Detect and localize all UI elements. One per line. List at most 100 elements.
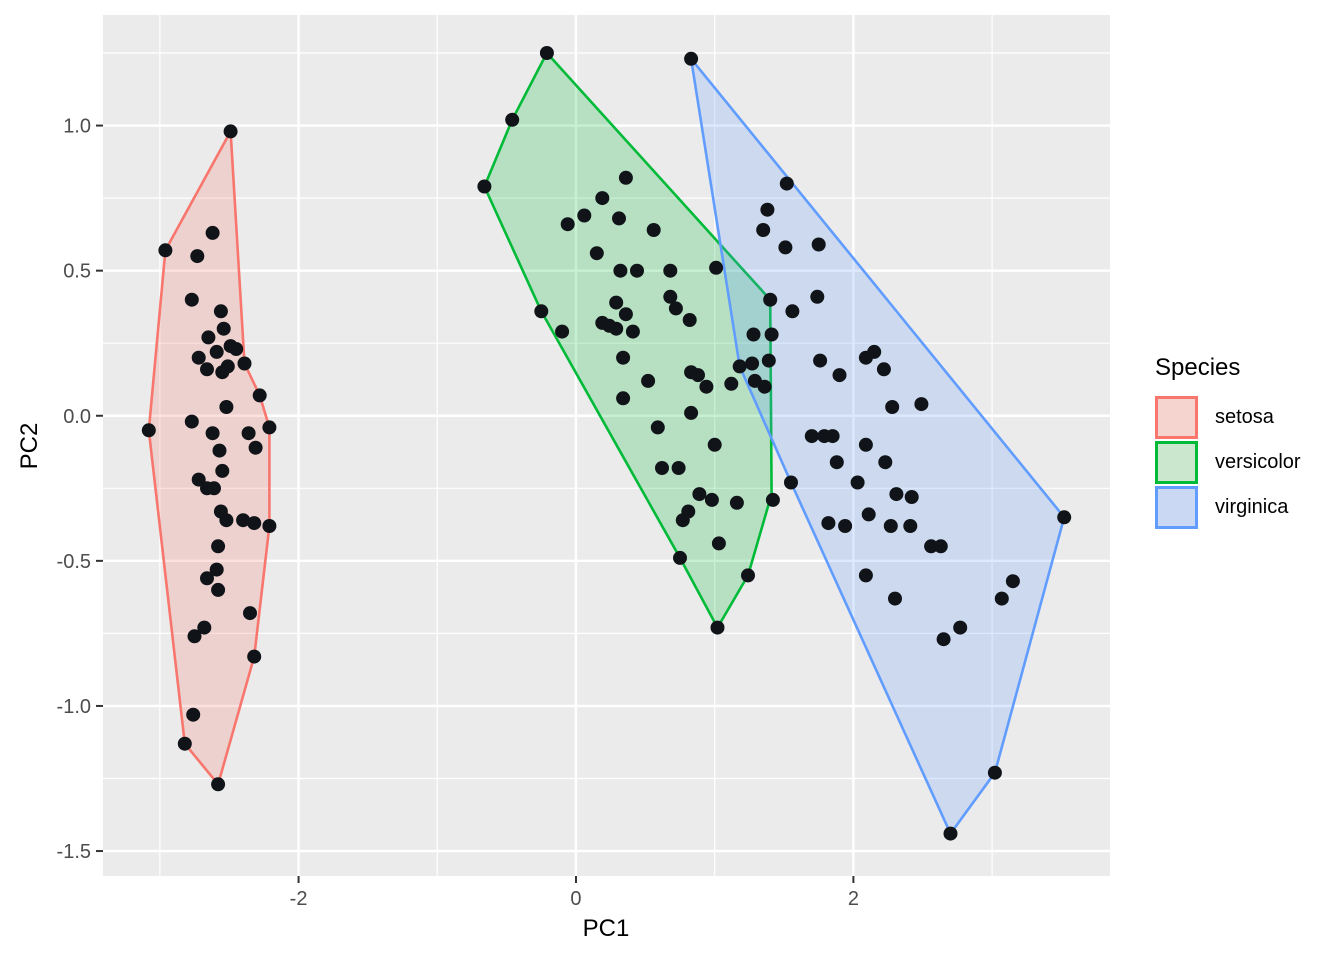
data-point-virginica [813, 353, 828, 368]
data-point-setosa [209, 344, 224, 359]
data-point-virginica [756, 223, 771, 237]
legend-title: Species [1155, 354, 1241, 381]
data-point-setosa [190, 249, 205, 264]
legend-item-setosa: setosa [1155, 396, 1301, 439]
data-point-virginica [821, 516, 836, 531]
data-point-versicolor [560, 217, 575, 232]
data-point-versicolor [710, 620, 725, 635]
legend-key-virginica [1155, 486, 1198, 529]
data-point-virginica [867, 344, 882, 359]
data-point-setosa [191, 350, 206, 365]
data-point-virginica [987, 765, 1002, 780]
data-point-versicolor [704, 492, 719, 507]
data-point-versicolor [589, 246, 604, 261]
legend-label-versicolor: versicolor [1215, 451, 1301, 473]
data-point-virginica [732, 359, 747, 374]
legend-key-setosa [1155, 396, 1198, 439]
data-point-setosa [223, 124, 238, 139]
data-point-versicolor [692, 487, 707, 502]
legend-key-versicolor [1155, 441, 1198, 484]
data-point-virginica [757, 379, 772, 394]
data-point-versicolor [616, 350, 631, 365]
data-point-setosa [205, 225, 220, 240]
hull-versicolor [483, 51, 773, 629]
data-point-virginica [1005, 574, 1020, 589]
major-gridlines [103, 15, 1110, 876]
data-point-setosa [209, 562, 224, 577]
data-point-setosa [184, 414, 199, 429]
data-point-versicolor [534, 304, 549, 319]
data-point-virginica [811, 237, 826, 252]
data-point-versicolor [618, 170, 633, 185]
data-point-setosa [219, 513, 234, 528]
data-point-setosa [187, 629, 202, 644]
data-point-virginica [885, 400, 900, 414]
data-point-versicolor [505, 112, 520, 127]
data-point-setosa [219, 400, 234, 414]
data-point-versicolor [477, 179, 492, 194]
data-point-virginica [903, 519, 918, 533]
data-point-versicolor [650, 420, 665, 435]
legend-item-virginica: virginica [1155, 486, 1301, 529]
data-point-versicolor [707, 437, 722, 452]
data-point-setosa [220, 359, 235, 374]
x-axis-title: PC1 [582, 915, 630, 942]
panel-background [103, 15, 1110, 876]
legend: Species setosa versicolor virginica [1155, 354, 1301, 531]
data-point-virginica [914, 397, 929, 412]
data-point-versicolor [609, 321, 624, 336]
legend-label-virginica: virginica [1215, 496, 1289, 518]
svg-text:0.0: 0.0 [63, 406, 91, 428]
data-point-versicolor [675, 513, 690, 528]
data-point-versicolor [673, 550, 687, 565]
data-point-versicolor [699, 379, 714, 394]
data-point-versicolor [609, 295, 624, 310]
data-point-setosa [201, 330, 216, 345]
data-point-versicolor [618, 307, 633, 322]
data-point-versicolor [682, 313, 697, 327]
data-point-versicolor [655, 461, 669, 475]
data-point-virginica [745, 356, 760, 371]
data-point-versicolor [663, 263, 678, 278]
svg-text:-1.0: -1.0 [57, 696, 91, 718]
data-point-versicolor [691, 368, 705, 383]
data-point-virginica [832, 368, 847, 383]
data-point-setosa [252, 388, 267, 403]
data-point-setosa [200, 571, 214, 586]
data-point-versicolor [724, 376, 739, 391]
data-point-versicolor [729, 495, 744, 510]
data-point-versicolor [613, 263, 628, 278]
data-point-virginica [829, 455, 844, 470]
data-point-setosa [211, 777, 226, 792]
data-point-virginica [838, 519, 853, 533]
data-point-virginica [761, 353, 776, 368]
data-point-setosa [191, 472, 206, 487]
data-point-virginica [760, 202, 775, 217]
data-point-setosa [241, 426, 256, 441]
data-point-versicolor [764, 327, 779, 342]
data-point-setosa [211, 539, 226, 554]
data-point-setosa [243, 606, 257, 621]
data-point-virginica [858, 437, 873, 452]
data-point-versicolor [684, 405, 699, 420]
points-setosa [141, 124, 277, 792]
data-point-versicolor [612, 211, 626, 226]
data-point-setosa [205, 426, 220, 441]
data-point-virginica [883, 519, 898, 533]
data-point-versicolor [577, 208, 592, 223]
data-point-virginica [936, 632, 951, 647]
data-point-versicolor [765, 492, 780, 507]
svg-text:0: 0 [570, 888, 581, 910]
data-point-virginica [785, 304, 800, 319]
data-point-virginica [825, 429, 840, 444]
data-point-virginica [1057, 510, 1072, 525]
data-point-virginica [889, 487, 904, 502]
data-point-virginica [953, 620, 968, 635]
data-point-virginica [850, 475, 865, 490]
data-point-setosa [158, 243, 173, 258]
svg-text:1.0: 1.0 [63, 116, 91, 138]
data-point-virginica [876, 362, 891, 377]
data-point-versicolor [663, 289, 678, 304]
